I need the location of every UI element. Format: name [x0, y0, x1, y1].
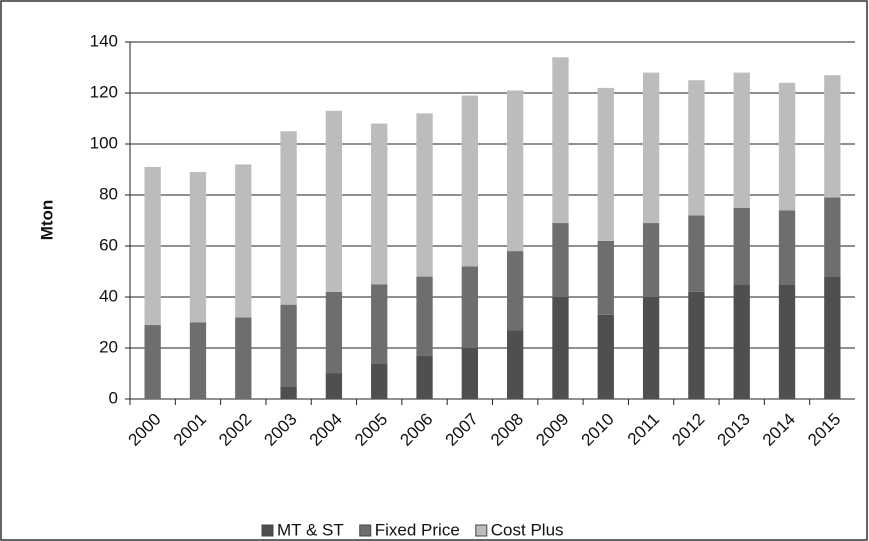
bar-segment [189, 172, 207, 323]
bar-segment [371, 363, 388, 399]
bar-segment [552, 223, 569, 297]
bar-segment [824, 197, 841, 277]
bar-segment [642, 223, 660, 297]
bar-segment [552, 297, 569, 399]
bar-segment [144, 166, 161, 326]
bar-segment [416, 276, 433, 356]
bar-segment [778, 82, 796, 211]
bar-segment [733, 207, 750, 285]
bar-segment [824, 75, 841, 198]
bar-segment [461, 266, 478, 348]
bar-segment [733, 72, 750, 208]
bar-segment [642, 72, 660, 224]
bar-segment [688, 291, 705, 399]
bar-segment [688, 215, 705, 292]
bar-segment [597, 240, 614, 315]
bar-segment [597, 314, 614, 399]
bar-segment [824, 276, 841, 399]
bar-segment [371, 123, 388, 285]
bar-segment [642, 297, 660, 399]
bar-segment [416, 355, 433, 399]
bar-segment [778, 210, 796, 285]
bar-segment [552, 57, 569, 224]
bar-segment [416, 113, 433, 277]
bar-segment [371, 284, 388, 364]
y-tick-label: 40 [99, 286, 118, 305]
legend-swatch [359, 524, 372, 537]
bar-segment [461, 95, 478, 267]
bar-segment [235, 317, 252, 399]
bar-segment [235, 164, 252, 318]
bar-segment [507, 90, 524, 252]
bar-segment [507, 251, 524, 331]
bar-segment [597, 87, 614, 241]
bar-segment [280, 386, 297, 399]
legend-swatch [261, 524, 274, 537]
bar-segment [325, 291, 343, 374]
legend-label: MT & ST [277, 520, 344, 539]
y-axis-label: Mton [37, 200, 56, 241]
bar-segment [189, 322, 207, 399]
y-tick-label: 20 [99, 337, 118, 356]
bar-segment [325, 110, 343, 292]
bar-segment [325, 373, 343, 399]
bar-segment [144, 325, 161, 399]
legend-label: Fixed Price [375, 520, 460, 539]
legend-swatch [475, 524, 488, 537]
y-tick-label: 0 [109, 388, 118, 407]
y-tick-label: 60 [99, 235, 118, 254]
bar-segment [507, 330, 524, 399]
y-tick-label: 140 [90, 31, 118, 50]
y-tick-label: 100 [90, 133, 118, 152]
y-tick-label: 80 [99, 184, 118, 203]
bar-segment [688, 80, 705, 216]
bar-segment [280, 304, 297, 387]
bar-segment [461, 348, 478, 399]
legend-label: Cost Plus [491, 520, 564, 539]
y-tick-label: 120 [90, 82, 118, 101]
bar-segment [733, 284, 750, 399]
bar-segment [280, 131, 297, 305]
bar-segment [778, 284, 796, 399]
